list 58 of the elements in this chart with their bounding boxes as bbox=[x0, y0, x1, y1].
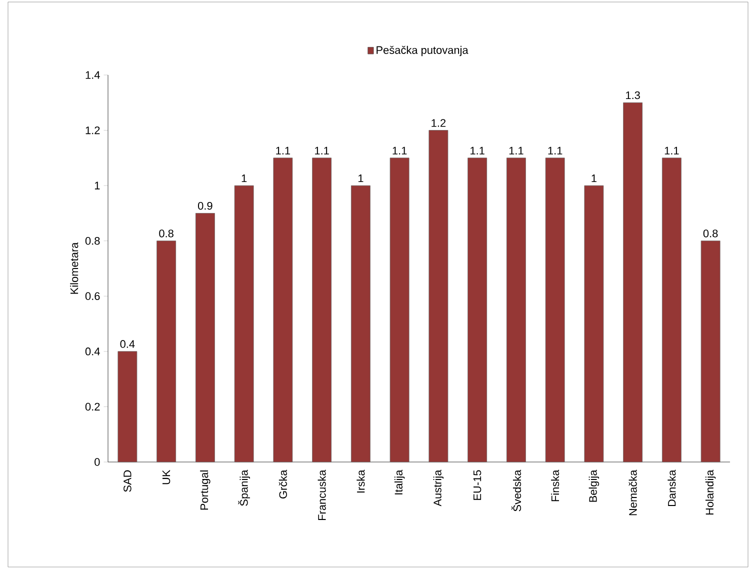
legend-label: Pešačka putovanja bbox=[376, 46, 468, 56]
data-label: 1.1 bbox=[392, 146, 407, 154]
bar bbox=[156, 240, 176, 462]
x-tick-label: Francuska bbox=[318, 470, 326, 520]
data-label: 1.1 bbox=[470, 146, 484, 154]
data-label: 1.1 bbox=[509, 146, 524, 154]
x-tick-label: UK bbox=[162, 470, 170, 484]
data-label: 0.8 bbox=[159, 230, 174, 238]
bar bbox=[545, 158, 565, 462]
data-label: 1.2 bbox=[432, 119, 446, 127]
y-tick-label: 0 bbox=[94, 458, 100, 466]
data-label: 0.9 bbox=[198, 202, 212, 210]
bar bbox=[350, 185, 370, 462]
x-tick-label: Finska bbox=[551, 470, 560, 502]
y-tick-label: 0.8 bbox=[85, 236, 100, 245]
x-tick-label: Danska bbox=[668, 470, 676, 506]
y-tick-label: 1 bbox=[94, 182, 100, 190]
y-tick-label: 0.4 bbox=[85, 348, 100, 356]
x-tick-label: Irska bbox=[356, 470, 365, 493]
data-label: 1.1 bbox=[548, 146, 562, 154]
bar bbox=[234, 185, 254, 462]
data-label: 1.1 bbox=[276, 146, 290, 154]
y-tick-label: 1.2 bbox=[86, 126, 100, 134]
bar bbox=[468, 158, 488, 462]
bar bbox=[390, 158, 410, 462]
bar bbox=[312, 158, 332, 462]
bar bbox=[195, 213, 215, 462]
y-tick-label: 0.6 bbox=[85, 292, 100, 300]
bar bbox=[700, 240, 720, 462]
x-tick-label: Švedska bbox=[511, 470, 522, 512]
y-axis-title: Kilometara bbox=[70, 242, 78, 294]
x-tick-label: Holandija bbox=[705, 470, 716, 515]
data-label: 0.4 bbox=[120, 340, 135, 348]
x-tick-label: Nemačka bbox=[628, 470, 637, 516]
x-tick-label: Grčka bbox=[278, 470, 287, 498]
bar bbox=[662, 158, 682, 462]
bar bbox=[273, 158, 293, 462]
data-label: 1 bbox=[592, 174, 596, 182]
y-tick-label: 1.4 bbox=[86, 71, 100, 79]
data-label: 0.8 bbox=[703, 230, 718, 238]
x-tick-label: Austrija bbox=[433, 470, 444, 506]
data-label: 1 bbox=[242, 174, 247, 182]
x-tick-label: Belgija bbox=[588, 470, 600, 502]
bar bbox=[506, 158, 526, 462]
data-label: 1 bbox=[358, 174, 364, 182]
bar bbox=[428, 130, 448, 462]
bar bbox=[118, 351, 138, 462]
y-tick-label: 0.2 bbox=[85, 402, 100, 411]
x-tick-label: Portugal bbox=[200, 470, 210, 510]
data-label: 1.1 bbox=[664, 146, 679, 154]
bar bbox=[584, 185, 604, 462]
x-tick-label: Italija bbox=[394, 470, 405, 494]
x-tick-label: Španija bbox=[238, 470, 250, 506]
data-label: 1.1 bbox=[315, 146, 329, 154]
x-tick-label: EU-15 bbox=[474, 470, 482, 500]
data-label: 1.3 bbox=[626, 91, 640, 100]
bar bbox=[623, 102, 643, 462]
x-tick-label: SAD bbox=[124, 470, 132, 492]
